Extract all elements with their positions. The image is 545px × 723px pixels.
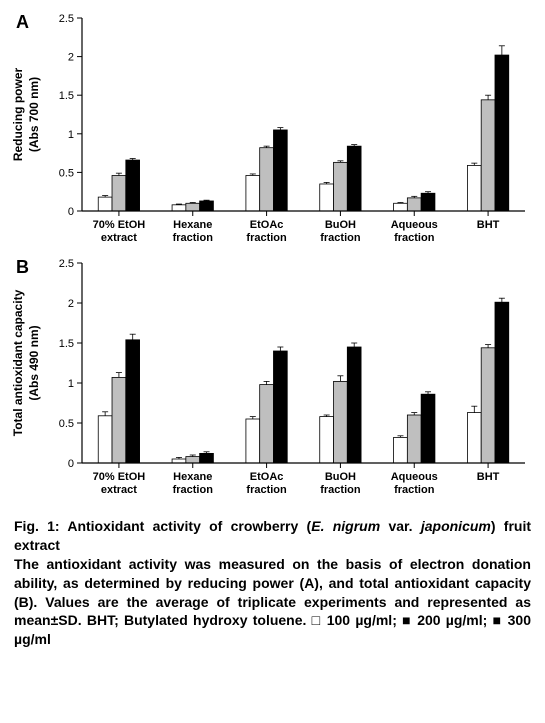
svg-text:1.5: 1.5 <box>59 338 74 350</box>
svg-text:fraction: fraction <box>173 232 214 244</box>
svg-text:2.5: 2.5 <box>59 258 74 270</box>
svg-text:70% EtOH: 70% EtOH <box>93 219 146 231</box>
svg-text:1: 1 <box>68 378 74 390</box>
svg-text:(Abs 490 nm): (Abs 490 nm) <box>27 325 41 400</box>
svg-text:BHT: BHT <box>477 471 500 483</box>
svg-text:1: 1 <box>68 129 74 141</box>
svg-text:EtOAc: EtOAc <box>250 219 284 231</box>
panel-a-chart: A 0 0.5 1 1.5 2 2.5 Reducing power(Abs 700 nm) 7… <box>10 8 535 253</box>
svg-text:2.5: 2.5 <box>59 13 74 25</box>
caption-japonicum: japonicum <box>421 518 491 534</box>
svg-text:fraction: fraction <box>246 484 287 496</box>
caption-species: E. nigrum <box>311 518 388 534</box>
caption-fig-label: Fig. 1: Antioxidant activity of crowberr… <box>14 518 311 534</box>
svg-text:(Abs 700 nm): (Abs 700 nm) <box>27 77 41 152</box>
svg-text:2: 2 <box>68 52 74 64</box>
svg-text:A: A <box>16 12 29 32</box>
svg-text:extract: extract <box>101 232 137 244</box>
panel-b-chart: B 0 0.5 1 1.5 2 2.5 Total antioxidant capacity(… <box>10 253 535 505</box>
svg-text:fraction: fraction <box>173 484 214 496</box>
svg-text:0: 0 <box>68 206 74 218</box>
svg-text:B: B <box>16 257 29 277</box>
svg-text:Aqueous: Aqueous <box>391 219 438 231</box>
svg-text:Total antioxidant capacity: Total antioxidant capacity <box>11 289 25 436</box>
svg-text:BuOH: BuOH <box>325 219 356 231</box>
svg-text:EtOAc: EtOAc <box>250 471 284 483</box>
svg-text:0.5: 0.5 <box>59 167 74 179</box>
caption-body: The antioxidant activity was measured on… <box>14 556 531 648</box>
panel-b-container: B 0 0.5 1 1.5 2 2.5 Total antioxidant capacity(… <box>10 253 535 505</box>
caption-var: var. <box>388 518 420 534</box>
svg-text:1.5: 1.5 <box>59 90 74 102</box>
svg-text:BHT: BHT <box>477 219 500 231</box>
svg-text:fraction: fraction <box>320 232 361 244</box>
svg-text:BuOH: BuOH <box>325 471 356 483</box>
figure-caption: Fig. 1: Antioxidant activity of crowberr… <box>10 517 535 649</box>
svg-text:extract: extract <box>101 484 137 496</box>
svg-text:Hexane: Hexane <box>173 471 212 483</box>
svg-text:Aqueous: Aqueous <box>391 471 438 483</box>
svg-text:70% EtOH: 70% EtOH <box>93 471 146 483</box>
svg-text:0: 0 <box>68 458 74 470</box>
svg-text:0.5: 0.5 <box>59 418 74 430</box>
svg-text:fraction: fraction <box>320 484 361 496</box>
svg-text:fraction: fraction <box>394 484 435 496</box>
panel-a-container: A 0 0.5 1 1.5 2 2.5 Reducing power(Abs 700 nm) 7… <box>10 8 535 253</box>
svg-text:fraction: fraction <box>246 232 287 244</box>
svg-text:fraction: fraction <box>394 232 435 244</box>
svg-text:2: 2 <box>68 298 74 310</box>
svg-text:Hexane: Hexane <box>173 219 212 231</box>
svg-text:Reducing power: Reducing power <box>11 68 25 162</box>
